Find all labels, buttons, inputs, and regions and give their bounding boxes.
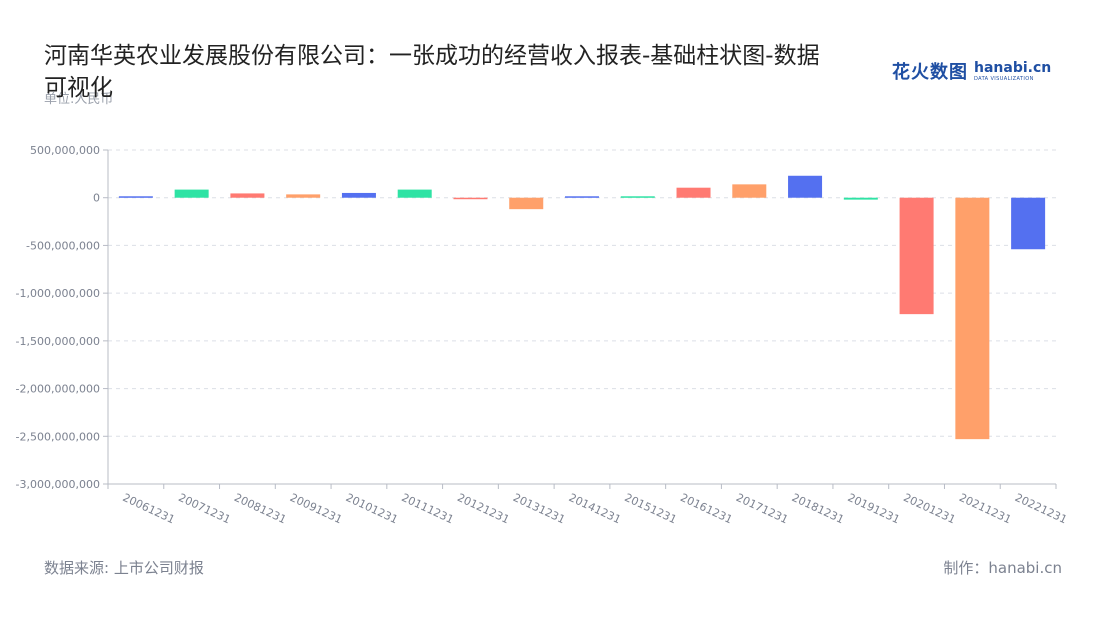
bar-20221231 xyxy=(1011,197,1046,250)
y-tick-label: -2,000,000,000 xyxy=(16,383,100,396)
brand-logo: 花火数图 hanabi.cn DATA VISUALIZATION xyxy=(892,58,1051,84)
bar-20071231 xyxy=(174,189,209,198)
x-tick-label: 20181231 xyxy=(790,491,846,526)
x-tick-label: 20141231 xyxy=(567,491,623,526)
logo-sub-text: DATA VISUALIZATION xyxy=(974,75,1034,82)
x-tick-label: 20151231 xyxy=(622,491,678,526)
bar-20081231 xyxy=(230,193,265,198)
x-tick-label: 20201231 xyxy=(901,491,957,526)
y-tick-label: 500,000,000 xyxy=(30,144,100,157)
bar-20191231 xyxy=(843,197,878,200)
bar-20121231 xyxy=(453,197,488,200)
y-tick-label: 0 xyxy=(93,192,100,205)
y-tick-label: -2,500,000,000 xyxy=(16,430,100,443)
logo-en-block: hanabi.cn DATA VISUALIZATION xyxy=(974,61,1051,82)
bar-20141231 xyxy=(565,196,599,198)
bar-20161231 xyxy=(676,187,711,198)
bar-20201231 xyxy=(899,197,934,315)
x-tick-label: 20091231 xyxy=(288,491,344,526)
chart-title: 河南华英农业发展股份有限公司：一张成功的经营收入报表-基础柱状图-数据可视化 xyxy=(44,43,820,101)
x-tick-label: 20071231 xyxy=(176,491,232,526)
x-tick-labels: 20061231 20071231 20081231 20091231 20101231… xyxy=(121,491,1069,526)
x-tick-label: 20111231 xyxy=(399,491,455,526)
data-source: 数据来源: 上市公司财报 xyxy=(44,559,204,577)
bar-20151231 xyxy=(620,196,655,198)
bar-20171231 xyxy=(732,184,767,198)
y-tick-label: -500,000,000 xyxy=(26,239,100,252)
bar-20101231 xyxy=(341,192,376,198)
x-tick-label: 20081231 xyxy=(232,491,288,526)
logo-en-text: hanabi.cn xyxy=(974,59,1052,76)
logo-cn-text: 花火数图 xyxy=(892,62,968,83)
bar-20091231 xyxy=(286,194,321,198)
x-tick-label: 20161231 xyxy=(678,491,734,526)
x-tick-label: 20131231 xyxy=(511,491,567,526)
x-tick-label: 20211231 xyxy=(957,491,1013,526)
y-tick-label: -1,000,000,000 xyxy=(16,287,100,300)
x-tick-label: 20221231 xyxy=(1013,491,1069,526)
axes xyxy=(103,149,1057,489)
bars xyxy=(118,175,1046,440)
bar-20111231 xyxy=(397,189,432,198)
y-tick-label: -3,000,000,000 xyxy=(16,478,100,491)
y-tick-labels: 500,000,000 0 -500,000,000 -1,000,000,000 -1… xyxy=(16,144,100,491)
bar-20211231 xyxy=(955,197,990,440)
x-tick-label: 20191231 xyxy=(846,491,902,526)
bar-20181231 xyxy=(788,175,823,198)
unit-label: 单位:人民币 xyxy=(44,92,114,107)
bar-20131231 xyxy=(509,197,544,210)
x-tick-label: 20171231 xyxy=(734,491,790,526)
y-tick-label: -1,500,000,000 xyxy=(16,335,100,348)
x-tick-label: 20121231 xyxy=(455,491,511,526)
bar-20061231 xyxy=(118,196,153,198)
x-tick-label: 20101231 xyxy=(344,491,400,526)
x-tick-label: 20061231 xyxy=(121,491,177,526)
credit-text: 制作：hanabi.cn xyxy=(943,559,1062,577)
